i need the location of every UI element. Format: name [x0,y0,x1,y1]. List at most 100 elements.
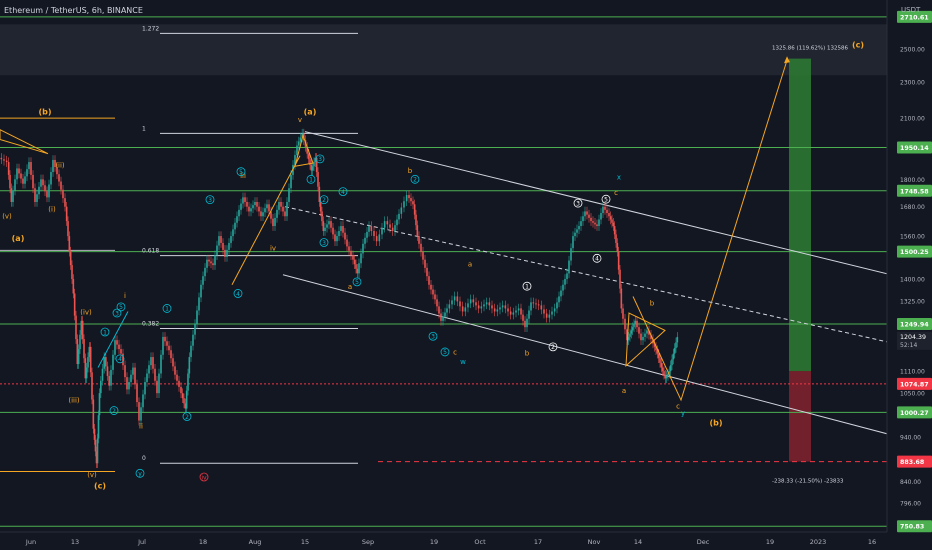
x-tick-label: Aug [249,538,262,546]
loss-zone [789,371,811,462]
candle-body [65,206,68,222]
candle-body [268,204,270,212]
candle-body [496,309,499,312]
candle-body [381,227,383,235]
candle-body [34,188,36,202]
candle-body [164,336,166,342]
candle-body [446,308,448,313]
wave-label: ii [139,423,143,431]
candle-body [440,313,442,321]
candle-body [624,318,626,330]
candle-body [499,307,501,310]
candle-body [364,237,366,244]
wave-trendline [97,311,129,368]
candle-body [83,339,85,359]
candle-body [415,214,417,226]
candle-body [9,174,11,189]
wave-circle-label: 4 [236,291,240,298]
wave-circle-label: 2 [551,344,555,351]
y-tick-label: 796.00 [900,501,921,508]
candle-body [619,269,621,289]
fib-label: 0 [142,455,146,462]
wave-label: b [525,349,530,357]
candle-body [375,236,378,242]
price-badge [897,141,932,154]
candle-body [120,349,122,354]
wave-circle-label: 3 [208,197,212,204]
price-badge [897,406,932,419]
projection-path [632,60,788,402]
triangle-pattern [294,133,314,167]
x-tick-label: Oct [474,538,486,546]
candle-body [667,373,669,376]
wave-circle-label: 1 [103,329,107,336]
wave-circle-label: 5 [604,196,608,203]
candle-body [338,231,340,237]
candle-body [548,314,551,318]
candle-body [244,197,246,202]
candle-body [611,219,613,223]
candle-body [246,201,248,207]
candle-body [40,179,42,187]
wave-circle [112,308,122,318]
wave-circle [109,406,119,415]
candle-body [665,375,668,379]
wave-trendline [231,155,301,285]
wave-circle-label: 3 [318,156,322,163]
candle-body [56,167,58,175]
candle-body [103,357,105,369]
candle-body [317,172,319,187]
candle-body [485,302,488,305]
candle-body [110,369,112,386]
candle-body [156,380,158,394]
candle-body [54,159,56,168]
candle-body [48,184,50,198]
pattern-shapes [0,56,790,402]
candle-body [30,162,32,175]
price-badge-label: 1748.58 [900,188,929,195]
wave-circle-label: 4 [118,356,122,363]
x-tick-label: 16 [868,538,876,546]
wave-label: (v) [87,471,97,479]
candle-body [52,159,54,173]
candle-body [190,345,192,358]
candle-body [254,201,256,206]
candle-body [444,312,446,317]
candle-body [613,226,616,235]
candle-body [633,323,635,328]
y-tick-label: 2100.00 [900,116,925,123]
candle-body [574,232,576,237]
candle-body [588,214,590,218]
price-badge-label: 1000.27 [900,410,929,417]
x-tick-label: 14 [634,538,642,546]
candle-body [226,249,228,257]
candle-body [313,162,315,167]
candle-body [532,302,535,304]
candle-body [671,359,673,366]
price-badge-label: 1950.14 [900,145,929,152]
x-tick-label: Jul [137,538,146,546]
wave-label: x [617,173,621,181]
wave-circle [440,347,450,357]
candle-body [266,204,268,209]
wave-circle [199,472,209,482]
wave-label: c [614,189,618,197]
candle-body [558,296,560,303]
candle-body [88,346,91,358]
candle-body [640,333,642,341]
candle-body [278,201,280,210]
candle-body [408,195,410,199]
candle-body [87,357,89,368]
candle-body [46,191,48,198]
candle-body [256,201,258,207]
candle-body [282,206,284,212]
candle-body [584,211,586,217]
candle-body [428,276,430,285]
candle-body [286,201,288,217]
candle-body [543,309,545,314]
candle-body [410,198,412,202]
wave-label: (v) [2,213,12,221]
candle-body [238,209,240,217]
candle-body [646,330,648,334]
